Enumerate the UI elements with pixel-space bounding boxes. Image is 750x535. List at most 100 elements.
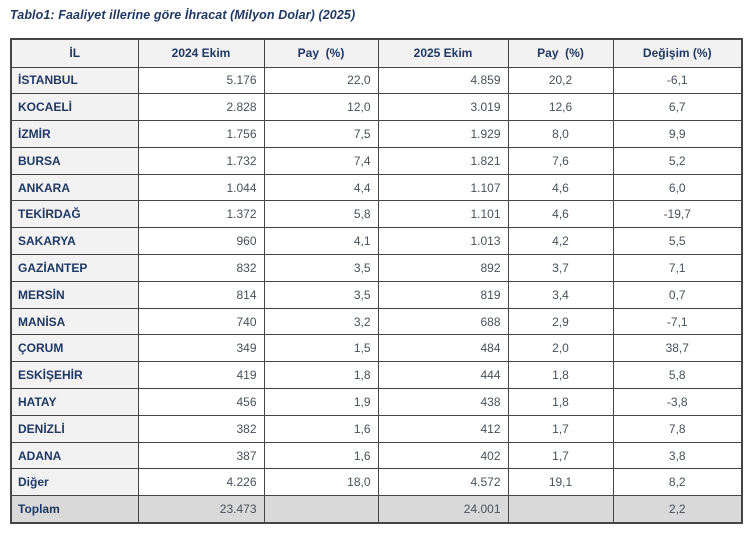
value-2024-cell: 1.756 [137,120,265,148]
col-header-2024-ekim: 2024 Ekim [137,38,265,68]
table-row: MERSİN 814 3,5 819 3,4 0,7 [10,280,743,309]
value-2024-cell: 1.372 [137,200,265,229]
table-row: BURSA 1.732 7,4 1.821 7,6 5,2 [10,146,743,175]
pay-2024-cell: 18,0 [263,468,379,497]
il-cell: ESKİŞEHİR [10,361,139,390]
il-cell: ADANA [10,441,139,470]
pay-2025-cell: 1,8 [507,361,614,390]
pay-2025-cell: 1,8 [507,388,614,416]
pay-2024-cell: 3,2 [263,307,379,336]
col-header-il: İL [10,38,139,68]
il-cell: MERSİN [10,280,139,309]
value-2025-cell: 3.019 [377,93,509,122]
degisim-cell: -19,7 [612,200,743,229]
total-row: Toplam 23.473 24.001 2,2 [10,495,743,524]
pay-2024-cell [263,495,379,524]
degisim-cell: -7,1 [612,307,743,336]
table-row: İZMİR 1.756 7,5 1.929 8,0 9,9 [10,120,743,148]
value-2024-cell: 419 [137,361,265,390]
value-2024-cell: 1.044 [137,173,265,202]
pay-2025-cell: 1,7 [507,441,614,470]
table-title: Tablo1: Faaliyet illerine göre İhracat (… [10,8,356,22]
pay-2024-cell: 3,5 [263,254,379,282]
value-2024-cell: 456 [137,388,265,416]
col-header-pay-2024: Pay (%) [263,38,379,68]
table-row: ADANA 387 1,6 402 1,7 3,8 [10,441,743,470]
table-body: İSTANBUL 5.176 22,0 4.859 20,2 -6,1 KOCAELİ 2.8… [10,66,743,524]
degisim-cell: 7,8 [612,414,743,443]
export-by-province-table: İL 2024 Ekim Pay (%) 2025 Ekim Pay (%) D… [10,38,743,524]
table-row: HATAY 456 1,9 438 1,8 -3,8 [10,388,743,416]
value-2025-cell: 1.101 [377,200,509,229]
value-2025-cell: 688 [377,307,509,336]
table-row: ÇORUM 349 1,5 484 2,0 38,7 [10,334,743,363]
degisim-cell: 6,0 [612,173,743,202]
value-2024-cell: 387 [137,441,265,470]
il-cell: İSTANBUL [10,66,139,95]
pay-2024-cell: 1,9 [263,388,379,416]
value-2024-cell: 2.828 [137,93,265,122]
pay-2024-cell: 1,6 [263,414,379,443]
value-2024-cell: 4.226 [137,468,265,497]
pay-2024-cell: 12,0 [263,93,379,122]
pay-2025-cell: 12,6 [507,93,614,122]
il-cell: Toplam [10,495,139,524]
degisim-cell: -6,1 [612,66,743,95]
il-cell: HATAY [10,388,139,416]
value-2025-cell: 1.821 [377,146,509,175]
value-2025-cell: 438 [377,388,509,416]
value-2025-cell: 4.572 [377,468,509,497]
pay-2025-cell: 4,2 [507,227,614,256]
pay-2024-cell: 22,0 [263,66,379,95]
value-2024-cell: 832 [137,254,265,282]
table-header: İL 2024 Ekim Pay (%) 2025 Ekim Pay (%) D… [10,38,743,68]
pay-2025-cell: 2,9 [507,307,614,336]
table-row: GAZİANTEP 832 3,5 892 3,7 7,1 [10,254,743,282]
pay-2025-cell: 4,6 [507,173,614,202]
pay-2025-cell [507,495,614,524]
table-row: Diğer 4.226 18,0 4.572 19,1 8,2 [10,468,743,497]
degisim-cell: -3,8 [612,388,743,416]
value-2025-cell: 4.859 [377,66,509,95]
page: Tablo1: Faaliyet illerine göre İhracat (… [10,8,743,524]
pay-2025-cell: 20,2 [507,66,614,95]
pay-2025-cell: 3,7 [507,254,614,282]
il-cell: SAKARYA [10,227,139,256]
table-row: İSTANBUL 5.176 22,0 4.859 20,2 -6,1 [10,66,743,95]
table-row: MANİSA 740 3,2 688 2,9 -7,1 [10,307,743,336]
value-2024-cell: 5.176 [137,66,265,95]
degisim-cell: 7,1 [612,254,743,282]
pay-2025-cell: 4,6 [507,200,614,229]
il-cell: GAZİANTEP [10,254,139,282]
pay-2025-cell: 3,4 [507,280,614,309]
degisim-cell: 0,7 [612,280,743,309]
table-row: ESKİŞEHİR 419 1,8 444 1,8 5,8 [10,361,743,390]
degisim-cell: 5,5 [612,227,743,256]
il-cell: KOCAELİ [10,93,139,122]
pay-2024-cell: 4,4 [263,173,379,202]
value-2024-cell: 740 [137,307,265,336]
table-row: DENİZLİ 382 1,6 412 1,7 7,8 [10,414,743,443]
pay-2024-cell: 1,6 [263,441,379,470]
value-2025-cell: 1.013 [377,227,509,256]
pay-2024-cell: 1,8 [263,361,379,390]
il-cell: DENİZLİ [10,414,139,443]
value-2025-cell: 444 [377,361,509,390]
pay-2024-cell: 7,4 [263,146,379,175]
value-2024-cell: 814 [137,280,265,309]
table-row: ANKARA 1.044 4,4 1.107 4,6 6,0 [10,173,743,202]
pay-2025-cell: 1,7 [507,414,614,443]
value-2025-cell: 892 [377,254,509,282]
value-2024-cell: 349 [137,334,265,363]
value-2025-cell: 24.001 [377,495,509,524]
value-2024-cell: 23.473 [137,495,265,524]
degisim-cell: 5,2 [612,146,743,175]
value-2025-cell: 412 [377,414,509,443]
value-2024-cell: 1.732 [137,146,265,175]
il-cell: BURSA [10,146,139,175]
il-cell: ANKARA [10,173,139,202]
degisim-cell: 5,8 [612,361,743,390]
value-2025-cell: 1.107 [377,173,509,202]
value-2025-cell: 402 [377,441,509,470]
il-cell: İZMİR [10,120,139,148]
